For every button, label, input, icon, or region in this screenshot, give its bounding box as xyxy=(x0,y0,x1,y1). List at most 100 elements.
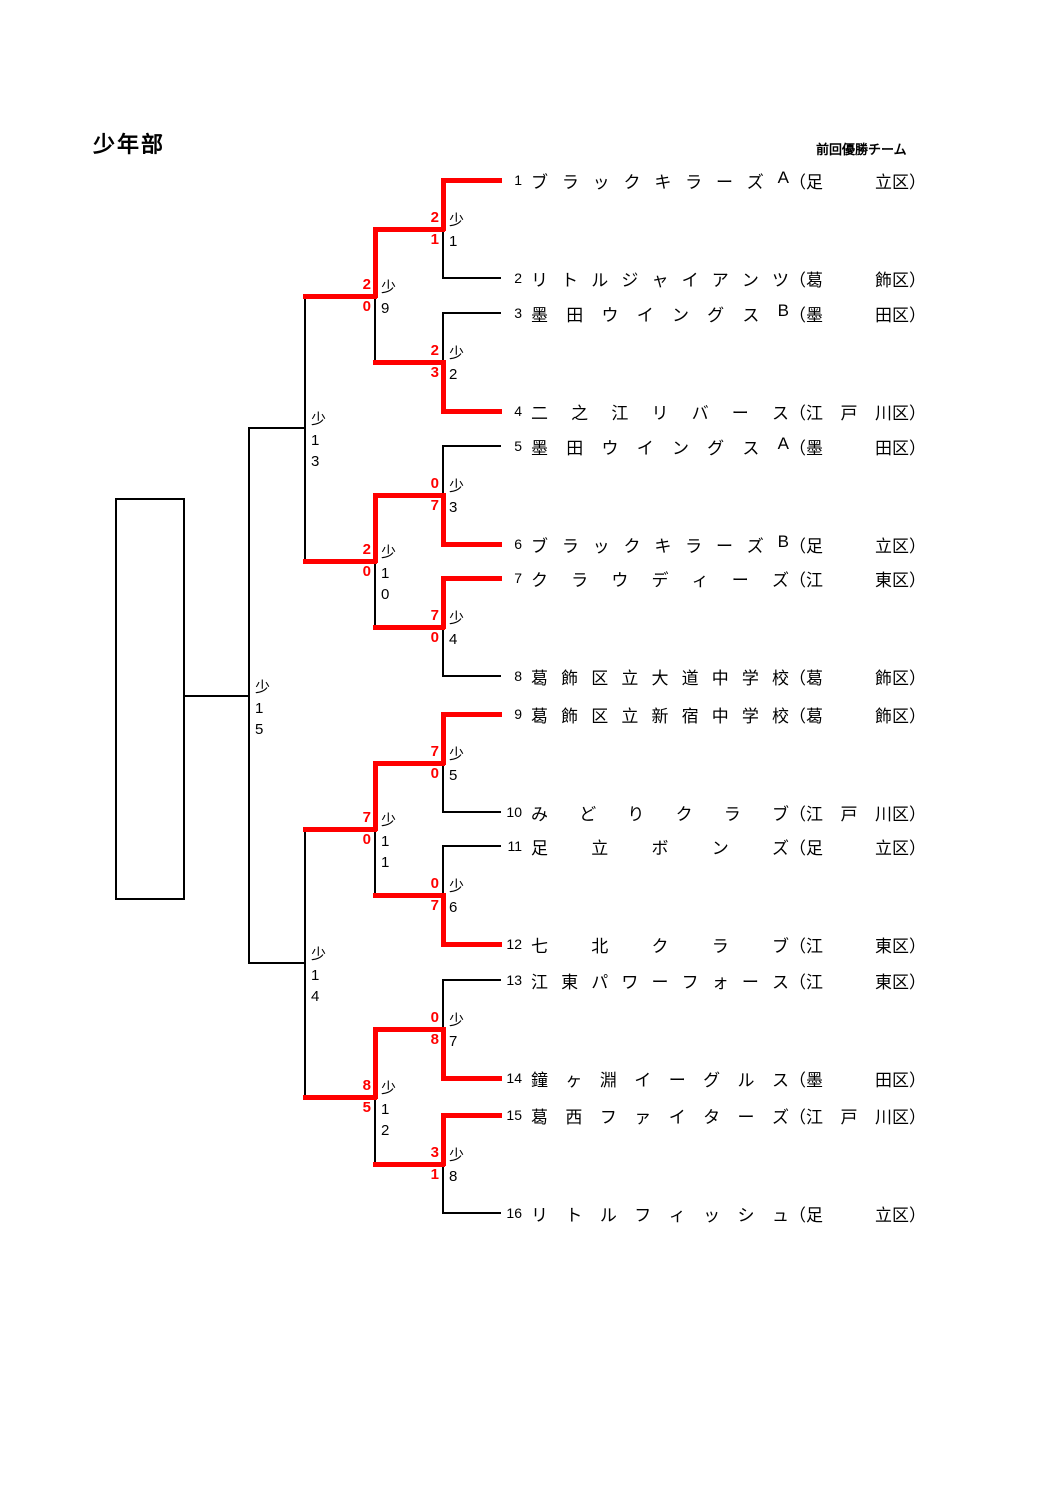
district-name: 葛飾 xyxy=(806,702,892,727)
team-district: （葛飾区） xyxy=(789,664,926,689)
match-label-char: 少 xyxy=(449,878,465,895)
winner-path-line xyxy=(441,360,446,413)
char: 立 xyxy=(875,172,892,192)
char: 江 xyxy=(806,570,823,590)
match-label: 少 1 3 xyxy=(311,409,329,472)
match-label: 少 1 5 xyxy=(255,677,273,740)
char: ラ xyxy=(571,570,589,590)
char: 江 xyxy=(806,403,823,423)
match-score-bottom: 7 xyxy=(430,497,439,514)
match-label-char: 少 xyxy=(381,544,397,561)
char: 淵 xyxy=(599,1070,617,1090)
char: ス xyxy=(772,972,789,992)
winner-path-line xyxy=(373,761,378,831)
winner-path-line xyxy=(441,178,446,231)
district-suffix: 区） xyxy=(892,270,926,290)
winner-path-line xyxy=(303,827,377,832)
match-label-char: 少 xyxy=(449,746,465,763)
char: ッ xyxy=(592,172,610,192)
char: ズ xyxy=(772,838,789,858)
char: タ xyxy=(703,1107,721,1127)
team-line xyxy=(442,811,501,813)
char: ィ xyxy=(668,1205,686,1225)
team-district: （葛飾区） xyxy=(789,702,926,727)
team-row: 16 リトルフィッシュ（足立区） xyxy=(498,1201,926,1225)
team-row: 12 七北クラブ（江東区） xyxy=(498,932,926,956)
char: ー xyxy=(715,536,733,556)
champion-box xyxy=(115,498,185,900)
team-row: 13 江東パワーフォース（江東区） xyxy=(498,968,926,992)
char: ル xyxy=(599,1205,617,1225)
match-label-char: 少 xyxy=(449,212,465,229)
match-label-char: 少 xyxy=(255,678,271,696)
match-score-bottom: 0 xyxy=(430,629,439,646)
team-number: 9 xyxy=(514,706,522,722)
team-name: 足立ボンズ xyxy=(531,834,789,859)
char: リ xyxy=(651,403,669,423)
char: ク xyxy=(531,570,548,590)
team-number: 16 xyxy=(506,1205,522,1221)
char: 墨 xyxy=(531,305,548,325)
char: 校 xyxy=(772,668,789,688)
team-number: 4 xyxy=(514,403,522,419)
char: ラ xyxy=(711,936,729,956)
team-line xyxy=(441,542,502,547)
char: ア xyxy=(711,270,729,290)
team-row: 7 クラウディーズ（江東区） xyxy=(498,566,926,590)
team-name: リトルジャイアンツ xyxy=(531,266,789,291)
char: フ xyxy=(599,1107,617,1127)
char: ク xyxy=(623,536,641,556)
winner-path-line xyxy=(441,712,446,765)
district-name: 江東 xyxy=(806,968,892,993)
team-line xyxy=(442,979,501,981)
char: 区 xyxy=(591,706,609,726)
paren-open: （ xyxy=(789,270,806,290)
team-name: 鐘ヶ淵イーグルス xyxy=(531,1066,789,1091)
char: ォ xyxy=(711,972,729,992)
team-line xyxy=(441,409,502,414)
char: 墨 xyxy=(806,438,823,458)
char: 川 xyxy=(875,804,892,824)
char: 鐘 xyxy=(531,1070,548,1090)
paren-open: （ xyxy=(789,570,806,590)
district-name: 江東 xyxy=(806,932,892,957)
district-suffix: 区） xyxy=(892,536,926,556)
team-name: みどりクラブ xyxy=(531,800,789,825)
match-label-char: 少 xyxy=(449,478,465,495)
char: 江 xyxy=(806,972,823,992)
winner-path-line xyxy=(441,493,446,546)
match-score-top: 2 xyxy=(362,541,371,558)
char: 江 xyxy=(806,804,823,824)
char: ト xyxy=(565,1205,583,1225)
char: ウ xyxy=(601,438,619,458)
char: 墨 xyxy=(531,438,548,458)
char: 墨 xyxy=(806,305,823,325)
match-label-char: 2 xyxy=(449,366,458,383)
previous-champion-note: 前回優勝チーム xyxy=(816,142,907,157)
char: 立 xyxy=(875,1205,892,1225)
team-number: 11 xyxy=(507,838,522,854)
team-district: （墨田区） xyxy=(789,1066,926,1091)
char: 立 xyxy=(591,838,609,858)
team-line xyxy=(441,942,502,947)
match-score-bottom: 1 xyxy=(430,1166,439,1183)
paren-open: （ xyxy=(789,438,806,458)
char: ジ xyxy=(621,270,639,290)
char: ー xyxy=(731,570,749,590)
match-label-char: 3 xyxy=(449,499,458,516)
char: 川 xyxy=(875,1107,892,1127)
match-label: 少 1 4 xyxy=(311,944,329,1007)
team-line xyxy=(441,576,502,581)
team-row: 3 墨田ウイングス B （墨田区） xyxy=(498,301,926,325)
char: 戸 xyxy=(840,804,858,824)
char: 田 xyxy=(566,438,584,458)
team-district: （足立区） xyxy=(789,1201,926,1226)
char: 戸 xyxy=(840,1107,858,1127)
district-suffix: 区） xyxy=(892,668,926,688)
char: 立 xyxy=(875,838,892,858)
char: り xyxy=(627,804,645,824)
